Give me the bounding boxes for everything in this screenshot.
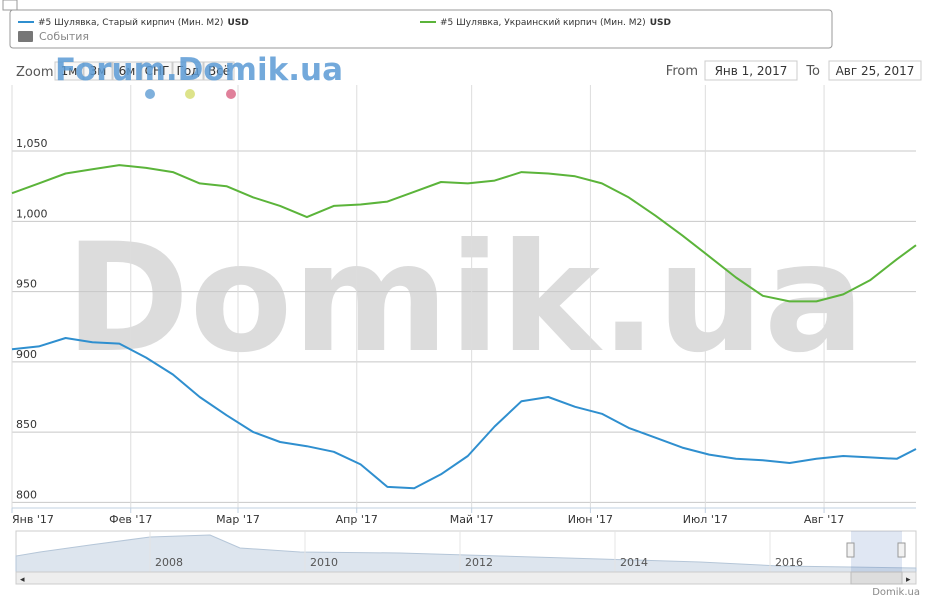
watermark-small: Forum.Domik.ua bbox=[55, 52, 343, 88]
zoom-button[interactable] bbox=[172, 61, 204, 81]
from-date[interactable]: Янв 1, 2017 bbox=[715, 64, 788, 78]
zoom-button-label[interactable]: 1м bbox=[61, 64, 78, 78]
zoom-button-label[interactable]: Год bbox=[177, 64, 200, 78]
navigator-year: 2014 bbox=[620, 556, 648, 569]
navigator-handle[interactable] bbox=[897, 542, 906, 558]
zoom-button[interactable] bbox=[112, 61, 142, 81]
zoom-button[interactable] bbox=[141, 61, 173, 81]
legend-label[interactable]: #5 Шулявка, Старый кирпич (Мин. М2) USD bbox=[38, 18, 249, 28]
zoom-buttons: 1м 3м 6м СНГ Год Всё bbox=[54, 61, 235, 81]
line-series bbox=[11, 337, 917, 490]
events-label[interactable]: События bbox=[39, 30, 89, 43]
navigator-year: 2016 bbox=[775, 556, 803, 569]
scroll-left[interactable]: ◂ bbox=[20, 575, 25, 585]
flag-dot[interactable] bbox=[145, 89, 155, 99]
navigator-year: 2010 bbox=[310, 556, 338, 569]
zoom-button[interactable] bbox=[83, 61, 113, 81]
zoom-label: Zoom bbox=[16, 65, 53, 80]
navigator-window[interactable] bbox=[851, 531, 902, 572]
zoom-button[interactable] bbox=[54, 61, 84, 81]
zoom-button[interactable] bbox=[203, 61, 235, 81]
flag-dot[interactable] bbox=[226, 89, 236, 99]
plot: 800 850 900 950 1,000 1,050 Янв '17 Фев '17 Мар … bbox=[11, 85, 917, 526]
from-input[interactable] bbox=[704, 60, 798, 81]
legend-unit: USD bbox=[650, 18, 671, 28]
legend-unit: USD bbox=[227, 18, 248, 28]
scrollbar[interactable] bbox=[15, 571, 917, 585]
watermark-large: Domik.ua bbox=[65, 212, 865, 386]
y-tick-label: 1,000 bbox=[16, 207, 48, 220]
y-tick-label: 850 bbox=[16, 418, 37, 431]
to-label: To bbox=[805, 64, 820, 79]
navigator-year: 2008 bbox=[155, 556, 183, 569]
navigator-area bbox=[15, 534, 917, 573]
x-tick-label: Июн '17 bbox=[568, 513, 613, 526]
to-date[interactable]: Авг 25, 2017 bbox=[836, 64, 915, 78]
to-input[interactable] bbox=[828, 60, 922, 81]
legend-box bbox=[9, 9, 833, 49]
x-tick-label: Фев '17 bbox=[109, 513, 152, 526]
zoom-button-label[interactable]: СНГ bbox=[145, 64, 170, 78]
scroll-right[interactable]: ▸ bbox=[906, 575, 911, 585]
x-tick-label: Авг '17 bbox=[804, 513, 844, 526]
zoom-button-label[interactable]: 3м bbox=[90, 64, 107, 78]
y-tick-label: 900 bbox=[16, 348, 37, 361]
x-tick-label: Июл '17 bbox=[683, 513, 728, 526]
navigator-year: 2012 bbox=[465, 556, 493, 569]
navigator-handle[interactable] bbox=[846, 542, 855, 558]
line-series bbox=[11, 164, 917, 303]
navigator-years: 2008 2010 2012 2014 2016 bbox=[149, 531, 803, 572]
x-tick-label: Янв '17 bbox=[12, 513, 54, 526]
credit[interactable]: Domik.ua bbox=[872, 587, 920, 598]
legend-handle bbox=[2, 0, 18, 11]
x-tick-label: Мар '17 bbox=[216, 513, 260, 526]
events-icon[interactable] bbox=[18, 31, 33, 42]
from-label: From bbox=[666, 64, 698, 79]
legend-label[interactable]: #5 Шулявка, Украинский кирпич (Мин. М2) U… bbox=[440, 18, 671, 28]
zoom-button-label[interactable]: Всё bbox=[208, 64, 230, 78]
y-tick-label: 950 bbox=[16, 278, 37, 291]
x-tick-label: Апр '17 bbox=[336, 513, 378, 526]
zoom-button-label[interactable]: 6м bbox=[119, 64, 136, 78]
y-tick-label: 1,050 bbox=[16, 137, 48, 150]
flag-dot[interactable] bbox=[185, 89, 195, 99]
y-tick-label: 800 bbox=[16, 488, 37, 501]
x-tick-label: Май '17 bbox=[450, 513, 494, 526]
scrollbar-thumb[interactable] bbox=[850, 571, 903, 585]
